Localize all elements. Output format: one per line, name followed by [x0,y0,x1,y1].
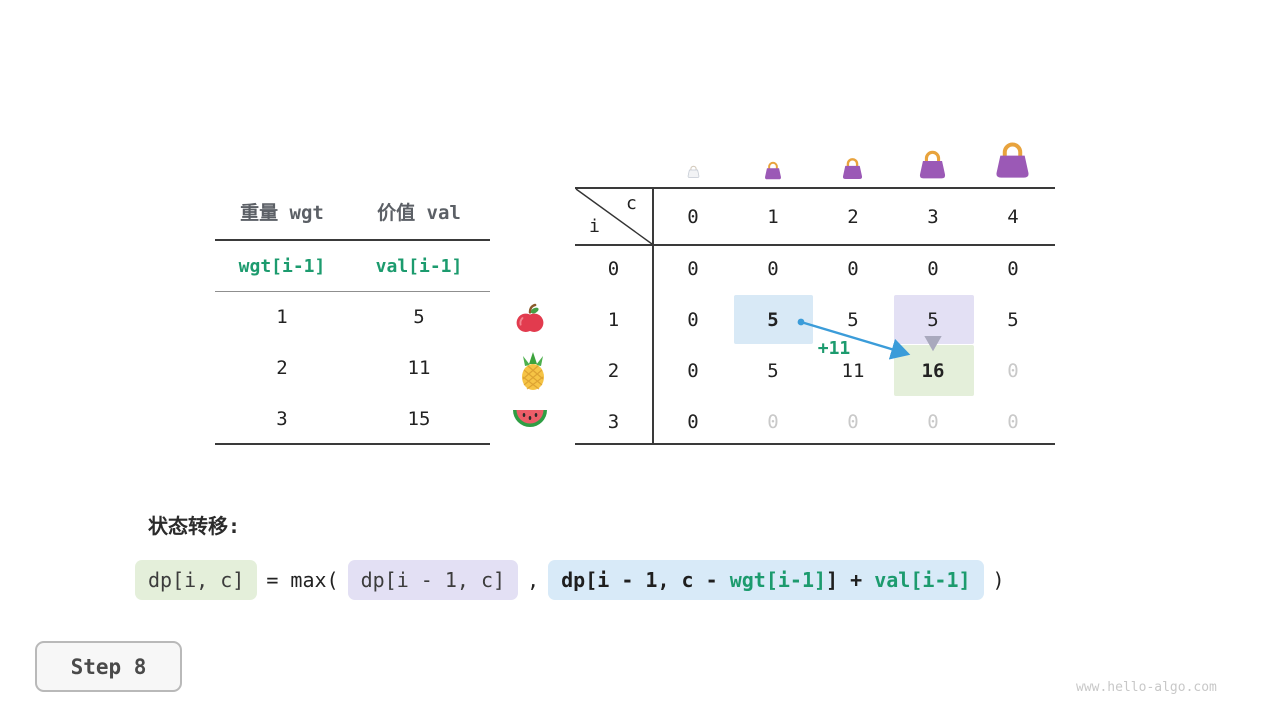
dp-row-header-2: 2 [607,360,620,382]
dp-cell-2-4: 0 [1007,360,1019,382]
dp-cell-0-1: 0 [767,258,779,280]
dp-corner-row-label: i [589,216,600,237]
formula-closing-paren: ) [992,568,1005,592]
item-value: 15 [407,408,431,430]
apple-icon [515,303,545,335]
items-index-weight: wgt[i-1] [238,256,326,277]
dp-cell-2-1: 5 [767,360,779,382]
dp-cell-3-0: 0 [687,411,699,433]
formula-operator: = max( [266,568,339,592]
dp-corner-col-label: c [626,193,637,214]
item-weight: 3 [276,408,288,430]
dp-row-header-0: 0 [607,258,620,280]
transfer-value-label: +11 [817,338,851,359]
dp-cell-1-4: 5 [1007,309,1019,331]
dp-cell-1-0: 0 [687,309,699,331]
formula-arg2-part1: dp[i - 1, c - [561,568,730,592]
bag-icon-capacity-4 [990,139,1035,181]
formula-arg2-wgt: wgt[i-1] [729,568,827,592]
dp-table-top-rule [575,187,1055,189]
dp-col-header-2: 2 [847,206,859,228]
items-index-value: val[i-1] [375,256,463,277]
dp-cell-1-1: 5 [767,309,779,331]
dp-cell-3-2: 0 [847,411,859,433]
dp-cell-3-1: 0 [767,411,779,433]
dp-row-header-3: 3 [607,411,620,433]
formula-lhs-chip: dp[i, c] [135,560,258,600]
dp-cell-0-2: 0 [847,258,859,280]
items-table-bottom-rule [215,443,490,445]
dp-cell-1-3: 5 [927,309,939,331]
item-value: 5 [413,306,425,328]
formula-arg2-part2: ] + [826,568,875,592]
formula-separator: , [527,568,540,592]
bag-icon-capacity-3 [915,148,950,181]
dp-table-bottom-rule [575,443,1055,445]
formula-arg2-val: val[i-1] [874,568,971,592]
dp-col-header-0: 0 [687,206,699,228]
item-weight: 2 [276,357,288,379]
items-header-weight: 重量 wgt [240,202,324,224]
transition-heading: 状态转移: [148,514,241,538]
formula-arg1-chip: dp[i - 1, c] [347,560,519,600]
watermark: www.hello-algo.com [1076,680,1217,695]
dp-cell-2-2: 11 [841,360,865,382]
bag-icon-capacity-1 [762,160,784,181]
item-weight: 1 [276,306,288,328]
dp-cell-1-2: 5 [847,309,859,331]
items-table-mid-rule [215,291,490,292]
items-header-value: 价值 val [377,202,461,224]
watermelon-icon [512,406,548,434]
dp-col-header-1: 1 [767,206,779,228]
corner-diagonal-line [575,188,653,245]
items-table-top-rule [215,239,490,241]
bag-icon-capacity-0 [686,163,701,180]
dp-table-vertical-rule [652,187,654,445]
dp-cell-3-3: 0 [927,411,939,433]
dp-cell-0-0: 0 [687,258,699,280]
dp-cell-0-3: 0 [927,258,939,280]
formula-arg2-chip: dp[i - 1, c - wgt[i-1]] + val[i-1] [548,560,984,600]
dp-cell-3-4: 0 [1007,411,1019,433]
dp-cell-2-0: 0 [687,360,699,382]
step-indicator: Step 8 [35,641,182,692]
item-value: 11 [407,357,431,379]
dp-cell-0-4: 0 [1007,258,1019,280]
dp-row-header-1: 1 [607,309,620,331]
dp-table-header-rule [575,244,1055,246]
bag-icon-capacity-2 [839,156,866,181]
dp-col-header-3: 3 [927,206,939,228]
dp-cell-2-3: 16 [921,360,945,382]
transition-formula: dp[i, c] = max( dp[i - 1, c] , dp[i - 1,… [135,560,1005,600]
dp-col-header-4: 4 [1007,206,1019,228]
pineapple-icon [516,351,550,391]
